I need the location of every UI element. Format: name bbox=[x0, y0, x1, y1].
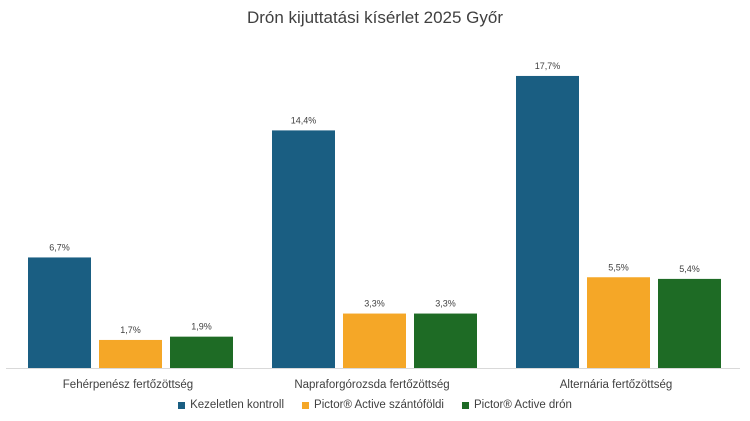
bar bbox=[170, 336, 233, 368]
legend-label: Pictor® Active szántóföldi bbox=[314, 399, 444, 411]
bar bbox=[343, 313, 406, 368]
legend-label: Kezeletlen kontroll bbox=[190, 399, 285, 411]
data-label: 5,5% bbox=[608, 262, 629, 272]
bar bbox=[414, 313, 477, 368]
category-label: Alternária fertőzöttség bbox=[560, 379, 673, 391]
data-label: 17,7% bbox=[535, 61, 561, 71]
data-label: 3,3% bbox=[364, 299, 385, 309]
legend-swatch bbox=[178, 401, 186, 409]
category-label: Fehérpenész fertőzöttség bbox=[63, 379, 193, 391]
bar bbox=[658, 278, 721, 368]
legend-label: Pictor® Active drón bbox=[473, 399, 572, 411]
legend-item: Pictor® Active szántóföldi bbox=[302, 399, 444, 411]
legend-swatch bbox=[302, 401, 310, 409]
legend-item: Pictor® Active drón bbox=[461, 399, 572, 411]
data-label: 6,7% bbox=[49, 242, 70, 252]
bar bbox=[99, 339, 162, 368]
data-label: 14,4% bbox=[291, 115, 317, 125]
category-label: Napraforgórozsda fertőzöttség bbox=[294, 379, 449, 391]
data-label: 1,9% bbox=[191, 322, 212, 332]
bar bbox=[587, 277, 650, 368]
bar bbox=[28, 257, 91, 368]
data-label: 5,4% bbox=[679, 264, 700, 274]
chart-title: Drón kijuttatási kísérlet 2025 Győr bbox=[246, 8, 504, 27]
bar bbox=[272, 130, 335, 368]
legend-swatch bbox=[461, 401, 469, 409]
legend-item: Kezeletlen kontroll bbox=[178, 399, 284, 411]
data-label: 3,3% bbox=[435, 299, 456, 309]
data-label: 1,7% bbox=[120, 325, 141, 335]
bar bbox=[516, 75, 579, 368]
legend: Kezeletlen kontroll Pictor® Active szántó… bbox=[0, 399, 750, 411]
